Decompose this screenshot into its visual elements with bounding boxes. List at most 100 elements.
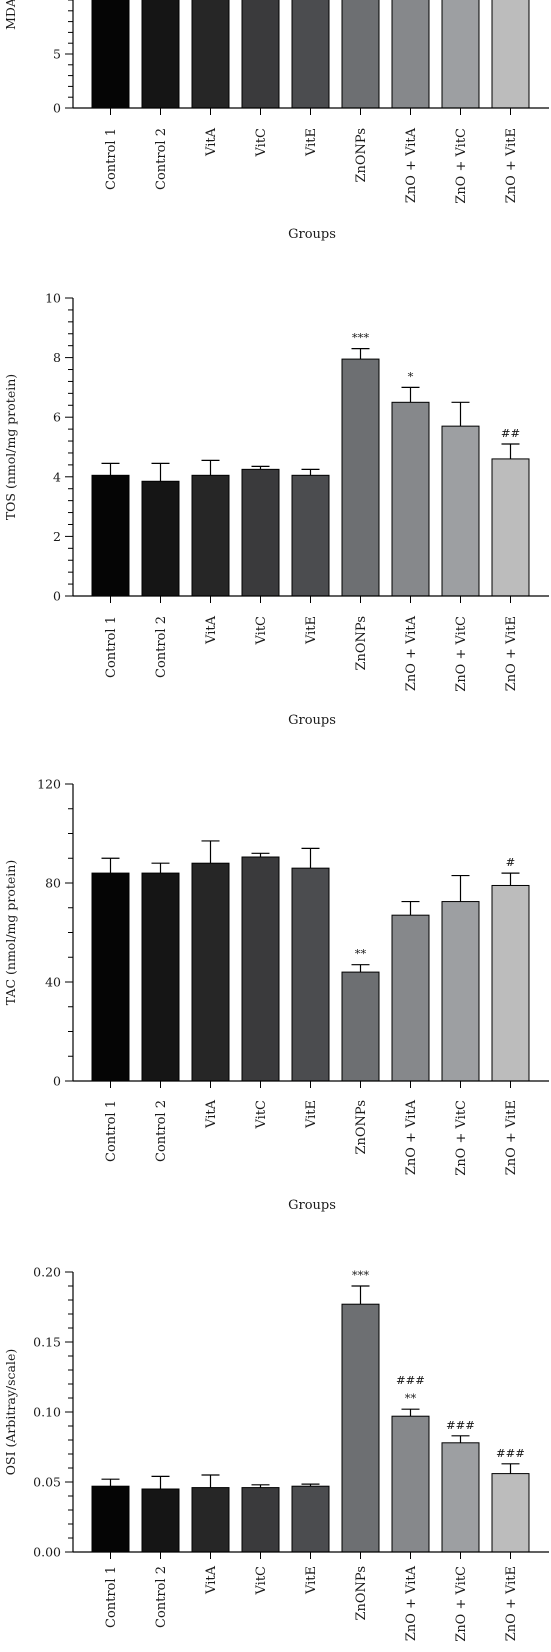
bar-znonps xyxy=(341,358,380,597)
bar-zno-vitc xyxy=(441,901,480,1082)
category-label: ZnO + VitC xyxy=(454,1100,469,1176)
bar-zno-vitc xyxy=(441,425,480,597)
category-label: Control 2 xyxy=(154,1100,169,1162)
bar-vita xyxy=(191,862,230,1082)
x-axis-title: Groups xyxy=(288,713,336,728)
y-tick-label: 40 xyxy=(45,975,61,990)
significance-label: *** xyxy=(352,331,370,345)
significance-label: # xyxy=(506,855,516,869)
y-tick-label: 0.05 xyxy=(33,1475,61,1490)
chart-panel-4: *****#########0.000.050.100.150.20Contro… xyxy=(3,1265,549,1642)
category-label: VitA xyxy=(204,127,219,157)
y-tick-label: 4 xyxy=(53,469,61,484)
significance-label: *** xyxy=(352,1268,370,1282)
category-label: VitE xyxy=(304,128,319,157)
category-label: ZnO + VitC xyxy=(454,1566,469,1642)
bar-control-1 xyxy=(91,474,130,597)
bar-control-1 xyxy=(91,0,130,109)
y-tick-label: 8 xyxy=(53,350,61,365)
bar-zno-vita xyxy=(391,401,430,597)
category-label: VitA xyxy=(204,615,219,645)
category-label: Control 2 xyxy=(154,128,169,190)
y-tick-label: 6 xyxy=(53,410,61,425)
category-label: VitC xyxy=(254,1100,269,1130)
category-label: VitE xyxy=(304,1566,319,1595)
bar-vitc xyxy=(241,856,280,1082)
significance-label: ** xyxy=(355,947,367,961)
category-label: ZnONPs xyxy=(354,128,369,183)
category-label: ZnO + VitE xyxy=(504,616,519,691)
y-axis-title: TAC (nmol/mg protein) xyxy=(3,860,18,1005)
bar-vitc xyxy=(241,0,280,109)
category-label: ZnO + VitC xyxy=(454,616,469,692)
category-label: Control 1 xyxy=(104,616,119,678)
bar-control-1 xyxy=(91,872,130,1082)
y-tick-label: 2 xyxy=(53,529,61,544)
x-axis-title: Groups xyxy=(288,1198,336,1213)
bar-vita xyxy=(191,0,230,109)
bar-znonps xyxy=(341,1303,380,1553)
category-label: ZnO + VitA xyxy=(404,1099,419,1175)
chart-panel-1: 0 5 Control 1 Control 2 VitA VitC VitE ZnONPs Zn… xyxy=(3,0,549,242)
significance-label: * xyxy=(408,369,414,383)
y-tick-label: 0 xyxy=(53,101,61,116)
category-label: ZnONPs xyxy=(354,616,369,671)
bar-vite xyxy=(291,1485,330,1553)
bar-control-2 xyxy=(141,872,180,1082)
bar-zno-vita xyxy=(391,0,430,109)
bar-control-2 xyxy=(141,0,180,109)
y-tick-label: 0.20 xyxy=(33,1265,61,1280)
category-label: VitA xyxy=(204,1565,219,1595)
category-label: ZnONPs xyxy=(354,1566,369,1621)
bar-zno-vite xyxy=(491,1473,530,1553)
category-label: ZnO + VitA xyxy=(404,1565,419,1641)
category-label: VitC xyxy=(254,1566,269,1596)
bar-zno-vite xyxy=(491,0,530,109)
y-tick-label: 0 xyxy=(53,589,61,604)
category-label: VitC xyxy=(254,128,269,158)
category-label: VitE xyxy=(304,1100,319,1129)
bar-zno-vita xyxy=(391,914,430,1082)
y-tick-label: 120 xyxy=(37,777,61,792)
bar-zno-vitc xyxy=(441,0,480,109)
category-label: ZnO + VitA xyxy=(404,615,419,691)
bar-control-2 xyxy=(141,480,180,597)
y-tick-label: 0 xyxy=(53,1074,61,1089)
category-label: VitC xyxy=(254,616,269,646)
category-label: Control 1 xyxy=(104,128,119,190)
y-axis-title: TOS (nmol/mg protein) xyxy=(3,374,18,520)
category-label: VitA xyxy=(204,1099,219,1129)
category-label: ZnONPs xyxy=(354,1100,369,1155)
category-label: Control 2 xyxy=(154,1566,169,1628)
y-tick-label: 10 xyxy=(45,291,61,306)
bar-zno-vite xyxy=(491,458,530,597)
significance-label: ### xyxy=(496,1446,525,1460)
bar-vitc xyxy=(241,468,280,597)
significance-label: ## xyxy=(501,426,520,440)
y-tick-label: 80 xyxy=(45,876,61,891)
bar-zno-vitc xyxy=(441,1442,480,1553)
bar-control-2 xyxy=(141,1488,180,1553)
category-label: Control 1 xyxy=(104,1566,119,1628)
bar-vite xyxy=(291,0,330,109)
bar-znonps xyxy=(341,0,380,109)
significance-label: ** xyxy=(405,1391,417,1405)
bar-znonps xyxy=(341,971,380,1082)
bar-vita xyxy=(191,474,230,597)
category-label: ZnO + VitE xyxy=(504,1566,519,1641)
bar-control-1 xyxy=(91,1485,130,1553)
category-label: ZnO + VitA xyxy=(404,127,419,203)
category-label: ZnO + VitE xyxy=(504,128,519,203)
bar-zno-vite xyxy=(491,884,530,1082)
bar-vitc xyxy=(241,1487,280,1553)
bar-vite xyxy=(291,867,330,1082)
significance-label: ### xyxy=(446,1418,475,1432)
y-axis-title: MDA xyxy=(3,0,18,30)
y-tick-label: 5 xyxy=(53,47,61,62)
category-label: ZnO + VitC xyxy=(454,128,469,204)
bar-zno-vita xyxy=(391,1415,430,1553)
category-label: ZnO + VitE xyxy=(504,1100,519,1175)
y-tick-label: 0.15 xyxy=(33,1335,61,1350)
category-label: VitE xyxy=(304,616,319,645)
